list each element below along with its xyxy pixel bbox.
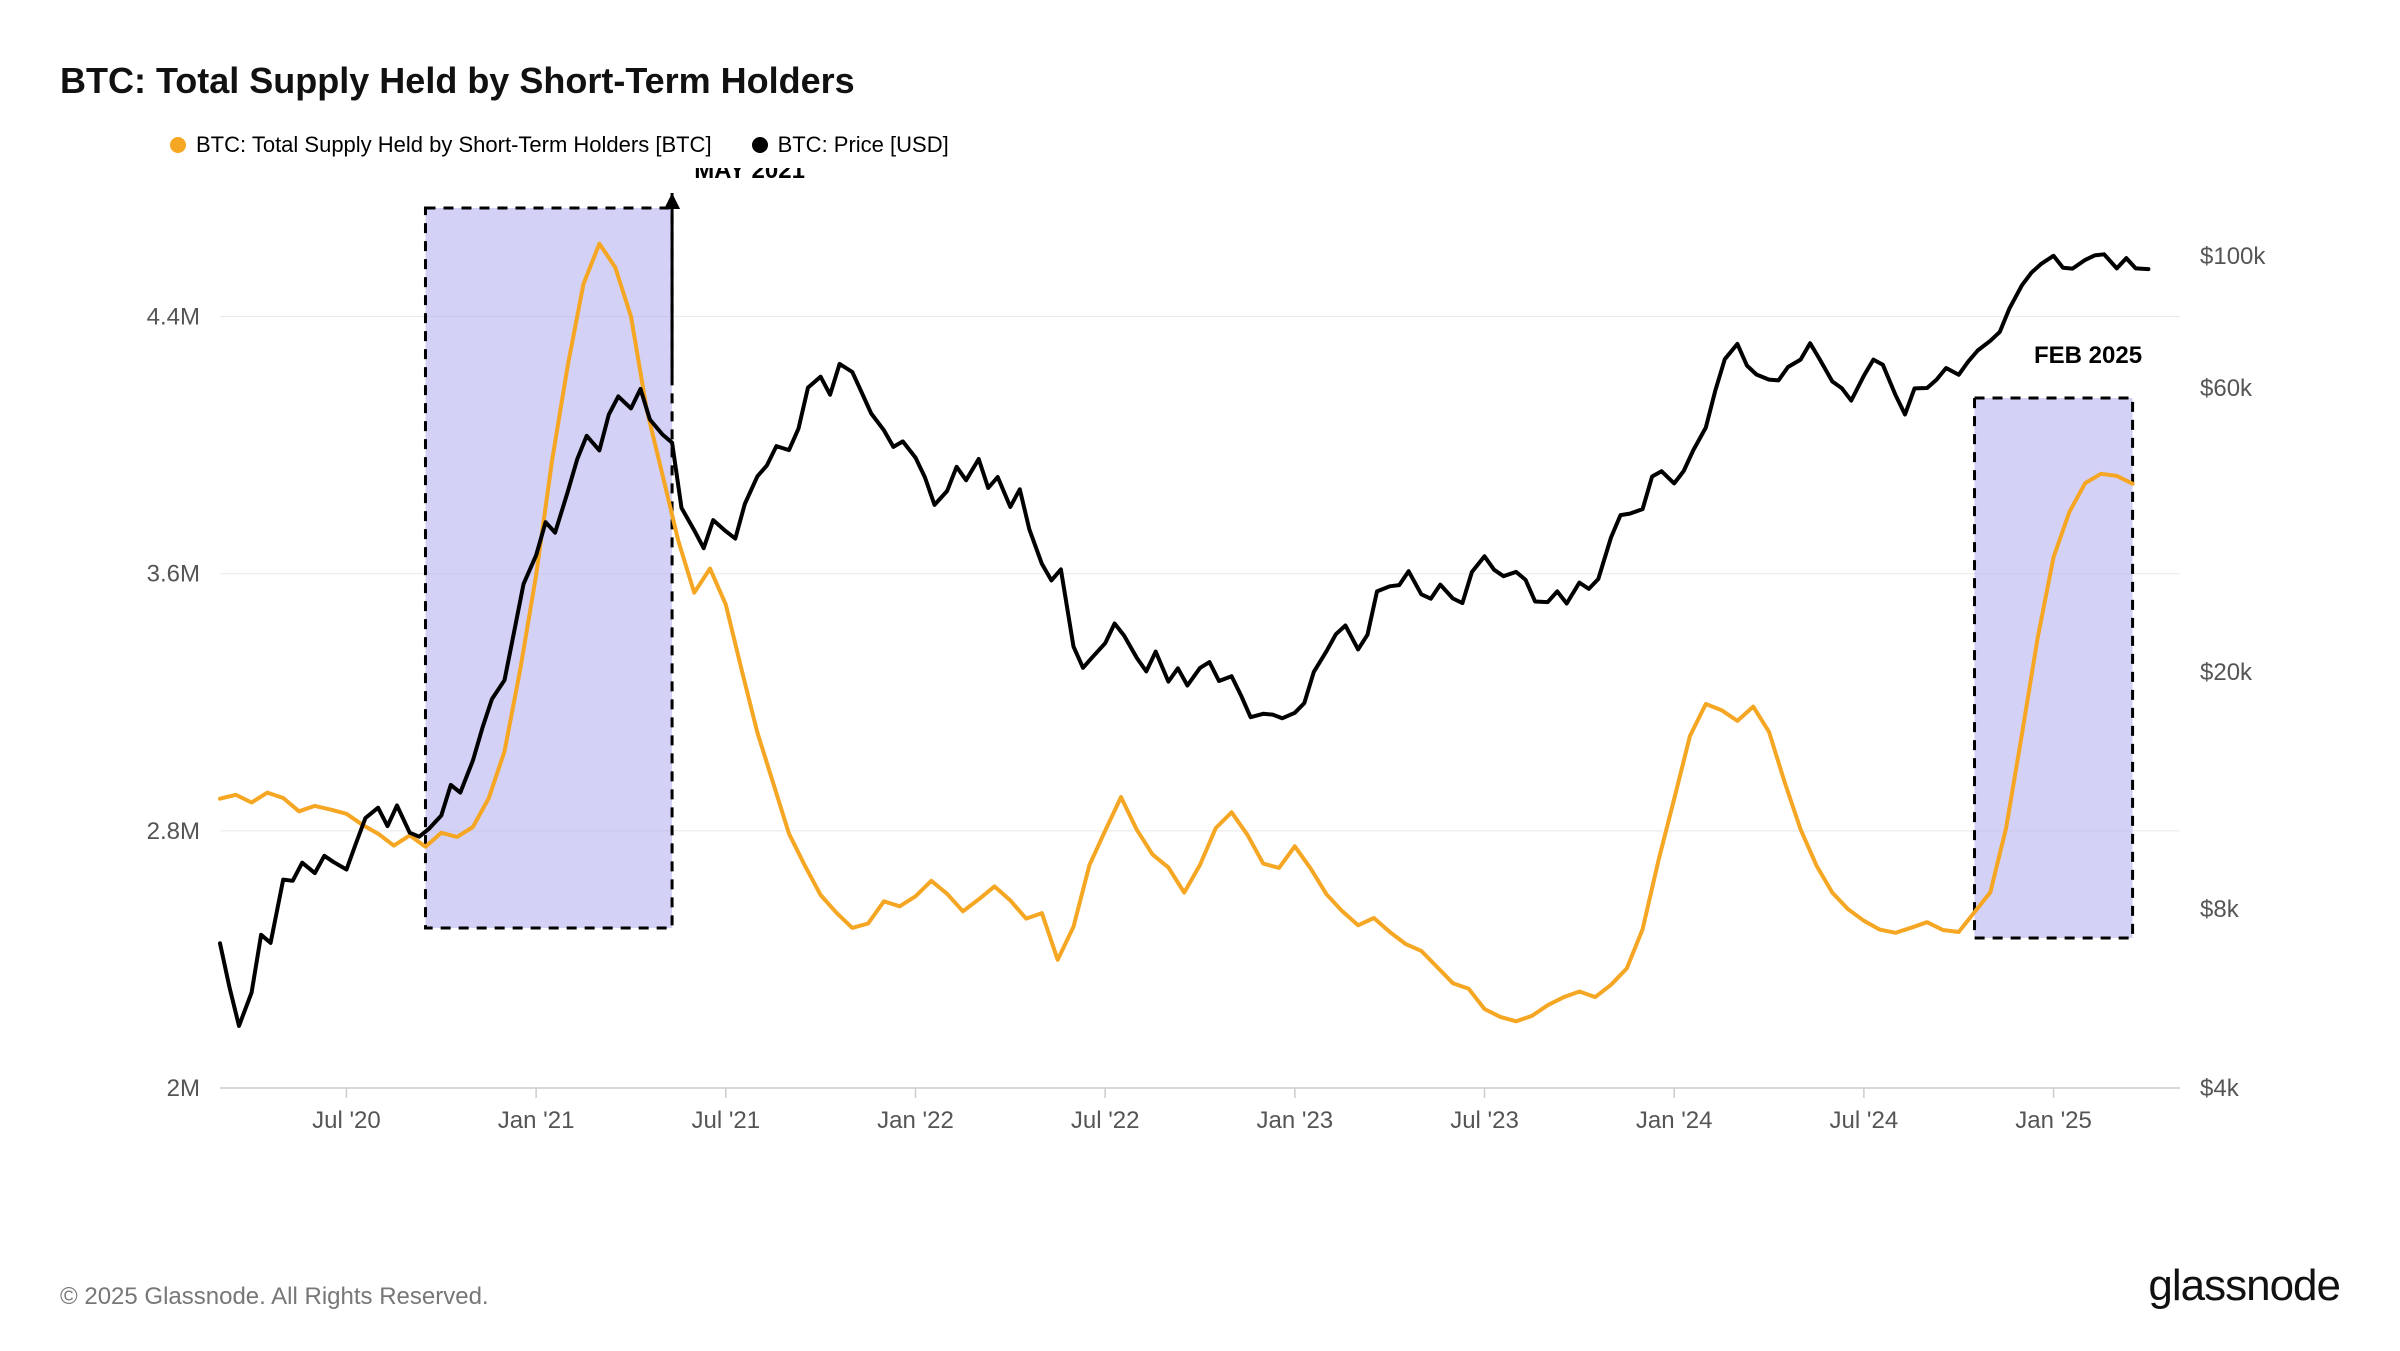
copyright-text: © 2025 Glassnode. All Rights Reserved.: [60, 1283, 489, 1311]
svg-text:Jan '24: Jan '24: [1636, 1107, 1713, 1134]
svg-text:$100k: $100k: [2200, 243, 2266, 270]
svg-text:Jan '21: Jan '21: [498, 1107, 575, 1134]
legend-item-price: BTC: Price [USD]: [752, 132, 949, 158]
chart-svg: 2M 2.8M 3.6M 4.4M $4k $8k $20k $60k $100k Jul '20…: [60, 168, 2340, 1188]
svg-text:$20k: $20k: [2200, 659, 2253, 686]
svg-text:Jan '22: Jan '22: [877, 1107, 954, 1134]
svg-text:$60k: $60k: [2200, 375, 2253, 402]
svg-text:MAY 2021: MAY 2021: [694, 168, 805, 184]
svg-text:2M: 2M: [167, 1075, 200, 1102]
svg-text:Jul '21: Jul '21: [691, 1107, 760, 1134]
svg-text:$8k: $8k: [2200, 896, 2240, 923]
svg-text:Jan '25: Jan '25: [2015, 1107, 2092, 1134]
svg-text:Jul '23: Jul '23: [1450, 1107, 1519, 1134]
svg-text:Jul '24: Jul '24: [1830, 1107, 1899, 1134]
svg-text:FEB 2025: FEB 2025: [2034, 342, 2142, 369]
svg-text:$4k: $4k: [2200, 1075, 2240, 1102]
chart-area: 2M 2.8M 3.6M 4.4M $4k $8k $20k $60k $100k Jul '20…: [60, 168, 2340, 1188]
brand-logo: glassnode: [2148, 1261, 2340, 1311]
legend-dot-supply: [170, 137, 186, 153]
svg-text:3.6M: 3.6M: [147, 561, 200, 588]
chart-title: BTC: Total Supply Held by Short-Term Hol…: [60, 60, 2340, 102]
svg-text:Jul '22: Jul '22: [1071, 1107, 1140, 1134]
legend-item-supply: BTC: Total Supply Held by Short-Term Hol…: [170, 132, 712, 158]
svg-text:2.8M: 2.8M: [147, 818, 200, 845]
legend-label-price: BTC: Price [USD]: [778, 132, 949, 158]
svg-text:Jul '20: Jul '20: [312, 1107, 381, 1134]
svg-text:Jan '23: Jan '23: [1257, 1107, 1334, 1134]
legend-dot-price: [752, 137, 768, 153]
svg-text:4.4M: 4.4M: [147, 304, 200, 331]
legend-label-supply: BTC: Total Supply Held by Short-Term Hol…: [196, 132, 712, 158]
legend: BTC: Total Supply Held by Short-Term Hol…: [170, 132, 2340, 158]
